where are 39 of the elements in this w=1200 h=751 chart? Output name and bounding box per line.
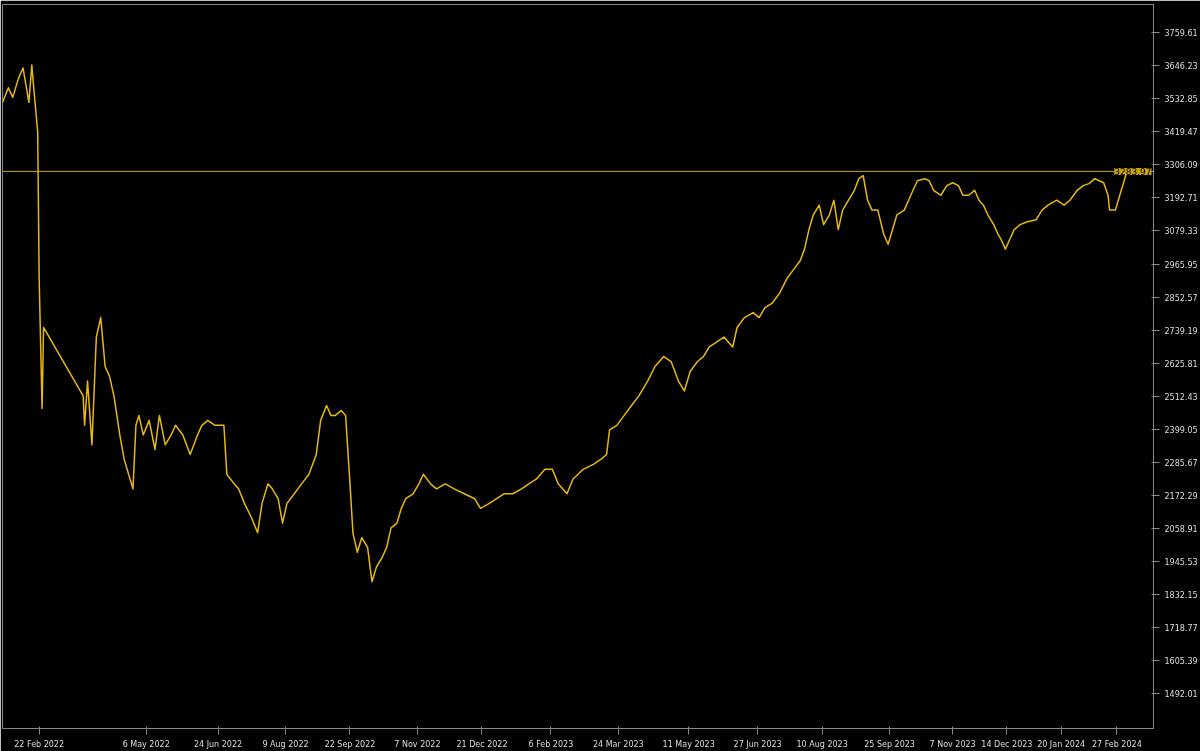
y-tick-label: 1945.53 [1164, 557, 1198, 567]
x-tick-label: 14 Dec 2023 [981, 739, 1033, 749]
y-tick-label: 1832.15 [1164, 590, 1198, 600]
x-tick-label: 25 Sep 2023 [864, 739, 915, 749]
x-tick-label: 6 May 2022 [122, 739, 170, 749]
x-tick-label: 22 Sep 2022 [324, 739, 376, 749]
x-tick-label: 7 Nov 2023 [929, 739, 976, 749]
x-tick-label: 24 Mar 2023 [592, 739, 644, 749]
y-tick-label: 3192.71 [1164, 194, 1198, 204]
y-tick-label: 3759.61 [1164, 29, 1198, 39]
y-tick-label: 1718.77 [1164, 623, 1198, 633]
x-tick-label: 27 Feb 2024 [1091, 739, 1142, 749]
y-tick-label: 2739.19 [1164, 326, 1198, 336]
x-tick-label: 6 Feb 2023 [528, 739, 574, 749]
y-tick-label: 2625.81 [1164, 359, 1198, 369]
y-tick-label: 2512.43 [1164, 392, 1198, 402]
y-tick-label: 1605.39 [1164, 656, 1198, 666]
y-tick-label: 3646.23 [1164, 62, 1198, 72]
x-tick-label: 22 Feb 2022 [14, 739, 65, 749]
x-tick-label: 11 May 2023 [662, 739, 715, 749]
x-tick-label: 10 Aug 2023 [796, 739, 848, 749]
x-tick-label: 9 Aug 2022 [262, 739, 309, 749]
y-tick-label: 3079.33 [1164, 227, 1198, 237]
y-tick-label: 2285.67 [1164, 458, 1198, 468]
y-tick-label: 2852.57 [1164, 293, 1198, 303]
ref-line-label: 3283.97 [1114, 166, 1152, 177]
y-tick-label: 2172.29 [1164, 491, 1198, 501]
x-tick-label: 27 Jun 2023 [733, 739, 782, 749]
x-tick-label: 7 Nov 2022 [394, 739, 441, 749]
y-tick-label: 3306.09 [1164, 161, 1198, 171]
y-tick-label: 2965.95 [1164, 260, 1198, 270]
y-tick-label: 2399.05 [1164, 425, 1198, 435]
x-tick-label: 20 Jan 2024 [1037, 739, 1086, 749]
y-tick-label: 3419.47 [1164, 128, 1198, 138]
y-tick-label: 3532.85 [1164, 95, 1198, 105]
x-tick-label: 21 Dec 2022 [456, 739, 508, 749]
y-tick-label: 1492.01 [1164, 689, 1198, 699]
y-tick-label: 2058.91 [1164, 524, 1198, 534]
x-tick-label: 24 Jun 2022 [193, 739, 243, 749]
